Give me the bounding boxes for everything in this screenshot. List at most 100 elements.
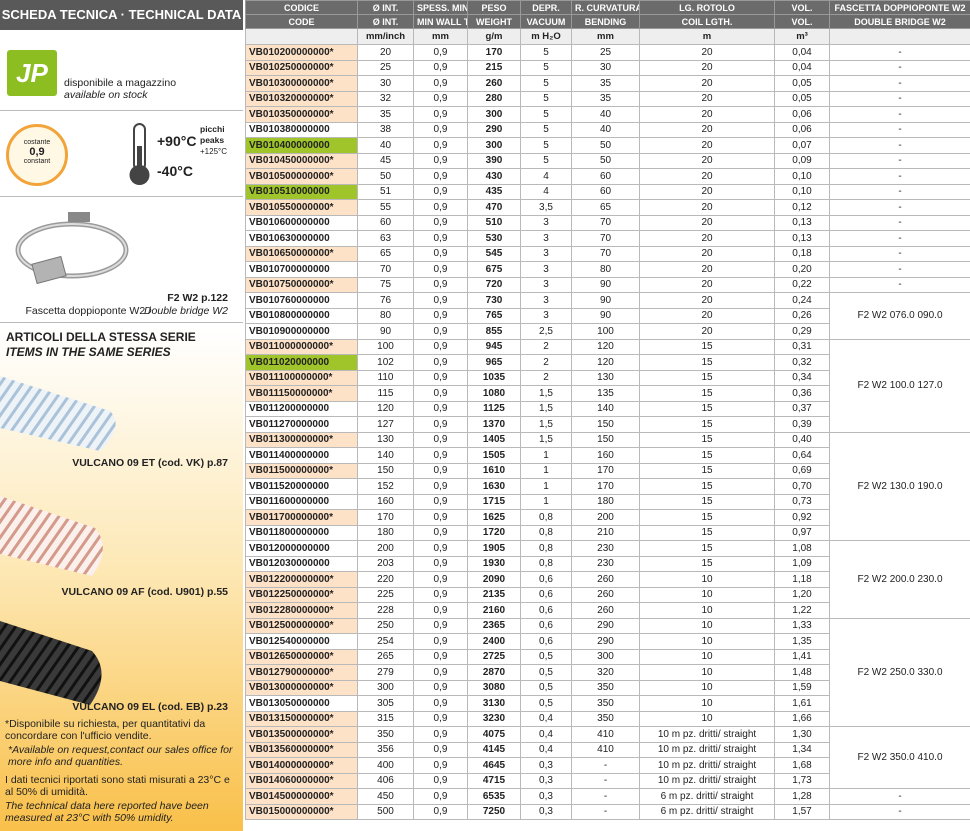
cell: 10 xyxy=(639,571,775,588)
header-cell: SPESS. MIN. xyxy=(413,0,468,15)
code-cell: VB010900000000 xyxy=(245,323,358,340)
cell: 150 xyxy=(357,462,414,479)
cell: 390 xyxy=(467,152,521,169)
cell: 0,9 xyxy=(413,478,468,495)
data-row: VB012250000000* 225 0,9 2135 0,6 260 10 1,20 xyxy=(245,586,970,603)
units-cell: m³ xyxy=(774,28,830,45)
data-row: VB010400000000 40 0,9 300 5 50 20 0,07- xyxy=(245,137,970,154)
cell: 0,13 xyxy=(774,214,830,231)
cell: 15 xyxy=(639,509,775,526)
cell: 0,8 xyxy=(520,555,572,572)
cell: 0,9 xyxy=(413,695,468,712)
cell: 20 xyxy=(639,214,775,231)
cell: 0,9 xyxy=(413,307,468,324)
series-title: ARTICOLI DELLA STESSA SERIE xyxy=(6,330,196,344)
clamp-image xyxy=(15,212,129,285)
code-cell: VB012540000000 xyxy=(245,633,358,650)
cell: 230 xyxy=(571,555,640,572)
header-cell: R. CURVATURA xyxy=(571,0,640,15)
cell: 7250 xyxy=(467,803,521,820)
cell: 0,9 xyxy=(413,369,468,386)
cell: 100 xyxy=(357,338,414,355)
cell: 10 m pz. dritti/ straight xyxy=(639,772,775,789)
cell: 0,9 xyxy=(413,648,468,665)
cell: 120 xyxy=(571,354,640,371)
cell: 1625 xyxy=(467,509,521,526)
clamp-desc: Fascetta doppioponte W2 / xyxy=(25,305,152,317)
cell: 500 xyxy=(357,803,414,820)
cell: 170 xyxy=(571,478,640,495)
header-row: CODICE Ø INT. SPESS. MIN. PESO DEPR. R. CURVA… xyxy=(245,0,970,15)
cell: 0,4 xyxy=(520,710,572,727)
cell: 20 xyxy=(639,199,775,216)
data-row: VB010320000000* 32 0,9 280 5 35 20 0,05- xyxy=(245,90,970,107)
cell: 356 xyxy=(357,741,414,758)
cell: 4075 xyxy=(467,726,521,743)
cell: 10 m pz. dritti/ straight xyxy=(639,726,775,743)
cell: 965 xyxy=(467,354,521,371)
data-row: VB010300000000* 30 0,9 260 5 35 20 0,05- xyxy=(245,75,970,92)
cell: 0,9 xyxy=(413,261,468,278)
data-table: CODICE Ø INT. SPESS. MIN. PESO DEPR. R. CURVA… xyxy=(245,0,970,820)
cell: 675 xyxy=(467,261,521,278)
data-row: VB010760000000 76 0,9 730 3 90 20 0,24 F2 W2 076… xyxy=(245,292,970,340)
cell: 120 xyxy=(357,400,414,417)
code-cell: VB010300000000* xyxy=(245,75,358,92)
data-row: VB010380000000 38 0,9 290 5 40 20 0,06- xyxy=(245,121,970,138)
cell: 1905 xyxy=(467,540,521,557)
cell: 40 xyxy=(571,106,640,123)
units-cell xyxy=(829,28,970,45)
cell: 0,32 xyxy=(774,354,830,371)
cell: 70 xyxy=(571,214,640,231)
cell: 40 xyxy=(571,121,640,138)
cell: 15 xyxy=(639,478,775,495)
code-cell: VB010700000000 xyxy=(245,261,358,278)
cell: - xyxy=(829,230,970,247)
cell: 65 xyxy=(357,245,414,262)
cell: 10 xyxy=(639,586,775,603)
code-cell: VB013500000000* xyxy=(245,726,358,743)
units-cell: mm xyxy=(413,28,468,45)
cell: 290 xyxy=(571,633,640,650)
cell: 0,9 xyxy=(413,230,468,247)
code-cell: VB011270000000 xyxy=(245,416,358,433)
cell: 15 xyxy=(639,416,775,433)
cell: 0,04 xyxy=(774,59,830,76)
cell: 20 xyxy=(639,292,775,309)
divider xyxy=(0,322,243,323)
cell: 0,9 xyxy=(413,338,468,355)
cell: 1 xyxy=(520,478,572,495)
cell: - xyxy=(829,788,970,805)
cell: 76 xyxy=(357,292,414,309)
data-row: VB013500000000* 350 0,9 4075 0,4 410 10 m pz. … xyxy=(245,726,970,789)
cell: 102 xyxy=(357,354,414,371)
cell: 170 xyxy=(467,44,521,61)
hose-image xyxy=(0,496,103,576)
header-cell: PESO xyxy=(467,0,521,15)
cell: 0,9 xyxy=(413,354,468,371)
cell: 152 xyxy=(357,478,414,495)
cell: 300 xyxy=(467,137,521,154)
cell: 160 xyxy=(357,493,414,510)
cell: 20 xyxy=(639,183,775,200)
cell: F2 W2 250.0 330.0 xyxy=(829,617,970,727)
code-cell: VB010500000000* xyxy=(245,168,358,185)
cell: 70 xyxy=(571,230,640,247)
cell: 260 xyxy=(571,602,640,619)
cell: 0,3 xyxy=(520,757,572,774)
cell: 1,57 xyxy=(774,803,830,820)
cell: 300 xyxy=(571,648,640,665)
thermometer-icon xyxy=(129,123,150,185)
cell: 25 xyxy=(571,44,640,61)
data-row: VB010350000000* 35 0,9 300 5 40 20 0,06- xyxy=(245,106,970,123)
cell: 350 xyxy=(571,710,640,727)
cell: 15 xyxy=(639,354,775,371)
cell: 1,35 xyxy=(774,633,830,650)
cell: 130 xyxy=(571,369,640,386)
cell: 1,68 xyxy=(774,757,830,774)
cell: - xyxy=(829,183,970,200)
cell: 127 xyxy=(357,416,414,433)
cell: 1,33 xyxy=(774,617,830,634)
cell: 1,22 xyxy=(774,602,830,619)
code-cell: VB013000000000* xyxy=(245,679,358,696)
